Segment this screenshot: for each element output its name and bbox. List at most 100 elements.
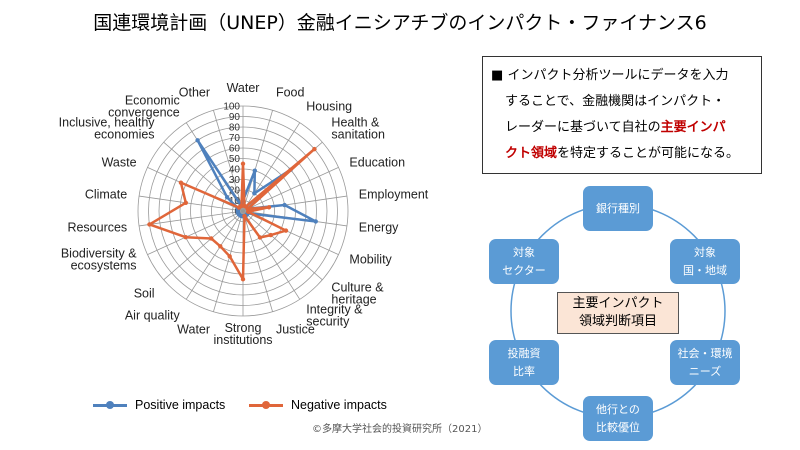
axis-label-line: Education xyxy=(349,155,405,169)
data-point xyxy=(183,200,189,205)
grid-spoke xyxy=(163,210,244,281)
axis-label: Strong institutions xyxy=(213,321,272,347)
data-point xyxy=(240,277,246,282)
axis-label: Air quality xyxy=(125,308,181,322)
data-point xyxy=(283,228,289,233)
info-highlight-2: クト領域 xyxy=(505,146,558,161)
data-point xyxy=(224,195,230,200)
axis-label: Climate xyxy=(85,187,127,201)
cycle-node-text: 他行との xyxy=(596,402,640,416)
cycle-node-target-region: 対象 国・地域 xyxy=(670,239,740,284)
info-box: ■ インパクト分析ツールにデータを入力 することで、金融機関はインパクト・ レー… xyxy=(482,56,762,174)
cycle-node-bank-type: 銀行種別 xyxy=(583,186,653,231)
axis-label-line: Other xyxy=(179,86,210,100)
info-line-3-text: レーダーに基づいて自社の xyxy=(505,120,661,135)
cycle-node-investment-ratio: 投融資 比率 xyxy=(489,340,559,385)
legend-positive-swatch xyxy=(93,400,127,409)
grid-spoke xyxy=(213,110,244,212)
grid-spoke xyxy=(242,167,339,212)
axis-label-line: Food xyxy=(276,86,305,100)
grid-spoke xyxy=(242,210,273,312)
axis-label-line: Culture & xyxy=(331,281,384,295)
axis-label-line: Strong xyxy=(225,321,262,335)
legend-negative: Negative impacts xyxy=(249,398,387,412)
grid-spoke xyxy=(242,122,301,212)
data-point xyxy=(183,234,188,240)
axis-label-line: Water xyxy=(177,322,210,336)
center-line-1: 主要インパクト xyxy=(572,296,664,311)
data-point xyxy=(195,138,200,143)
data-point xyxy=(312,146,317,152)
cycle-node-text: 比率 xyxy=(513,364,535,378)
tick-label: 80 xyxy=(229,123,241,134)
axis-label-line: heritage xyxy=(331,293,376,307)
axis-label-line: Employment xyxy=(359,187,429,201)
axis-label-line: ecosystems xyxy=(71,259,137,273)
axis-label-line: Resources xyxy=(67,221,127,235)
tick-label: 50 xyxy=(229,154,241,165)
tick-label: 90 xyxy=(229,112,241,123)
axis-label: Waste xyxy=(102,155,137,169)
cycle-node-text: 銀行種別 xyxy=(596,201,640,215)
data-point xyxy=(239,203,244,209)
bullet: ■ xyxy=(491,68,504,83)
axis-label: Other xyxy=(179,86,210,100)
axis-label: Health & sanitation xyxy=(331,115,385,141)
axis-label-line: economies xyxy=(94,127,154,141)
axis-label-line: Climate xyxy=(85,187,127,201)
info-line-1-text: インパクト分析ツールにデータを入力 xyxy=(507,68,729,83)
tick-label: 30 xyxy=(229,175,241,186)
grid-spoke xyxy=(213,210,244,312)
radar-chart: 0102030405060708090100 WaterFoodHousingH… xyxy=(59,81,429,347)
data-point xyxy=(209,236,214,241)
cycle-node-social-env-needs: 社会・環境 ニーズ xyxy=(670,340,740,385)
cycle-center-box: 主要インパクト 領域判断項目 xyxy=(557,292,679,334)
info-line-3: レーダーに基づいて自社の主要インパ xyxy=(491,115,755,141)
data-point xyxy=(252,168,258,173)
cycle-node-text: セクター xyxy=(502,263,546,277)
info-line-1: ■ インパクト分析ツールにデータを入力 xyxy=(491,63,755,89)
axis-label-line: convergence xyxy=(108,106,180,120)
cycle-node-text: 対象 xyxy=(694,245,716,259)
center-line-2: 領域判断項目 xyxy=(578,314,657,329)
axis-label-line: Mobility xyxy=(349,253,392,267)
data-point xyxy=(252,191,257,196)
cycle-node-comparative-advantage: 他行との 比較優位 xyxy=(583,396,653,441)
grid-spoke xyxy=(147,210,244,255)
axis-label-line: security xyxy=(306,314,350,328)
tick-label: 20 xyxy=(229,186,241,197)
data-point xyxy=(282,202,287,208)
axis-label-line: Housing xyxy=(306,100,352,114)
axis-label: Integrity & security xyxy=(306,302,363,328)
axis-label-line: Air quality xyxy=(125,308,181,322)
axis-label: Energy xyxy=(359,221,399,235)
axis-label: Employment xyxy=(359,187,429,201)
tick-label: 100 xyxy=(223,102,240,113)
legend-negative-label: Negative impacts xyxy=(291,398,387,412)
axis-label-line: Soil xyxy=(134,287,155,301)
cycle-node-text: 投融資 xyxy=(507,346,541,360)
grid-spoke xyxy=(242,110,273,212)
grid-spoke xyxy=(139,195,244,212)
tick-label: 10 xyxy=(229,196,241,207)
axis-label-line: institutions xyxy=(213,333,272,347)
axis-label: Education xyxy=(349,155,405,169)
axis-label-line: Waste xyxy=(102,155,137,169)
axis-label: Mobility xyxy=(349,253,392,267)
page-title: 国連環境計画（UNEP）金融イニシアチブのインパクト・ファイナンス6 xyxy=(93,12,707,34)
cycle-node-text: 国・地域 xyxy=(683,263,727,277)
tick-label: 40 xyxy=(229,165,241,176)
data-point xyxy=(245,209,251,214)
data-point xyxy=(266,205,272,210)
legend-positive-label: Positive impacts xyxy=(135,398,226,412)
grid-spoke xyxy=(139,210,244,227)
copyright: ©多摩大学社会的投資研究所（2021） xyxy=(312,424,488,435)
info-line-2: することで、金融機関はインパクト・ xyxy=(505,94,726,109)
cycle-node-target-sector: 対象 セクター xyxy=(489,239,559,284)
axis-label: Soil xyxy=(134,287,155,301)
radar-series xyxy=(147,138,318,282)
data-point xyxy=(242,213,247,219)
tick-label: 60 xyxy=(229,144,241,155)
data-point xyxy=(178,180,184,185)
axis-label-line: Integrity & xyxy=(306,302,363,316)
